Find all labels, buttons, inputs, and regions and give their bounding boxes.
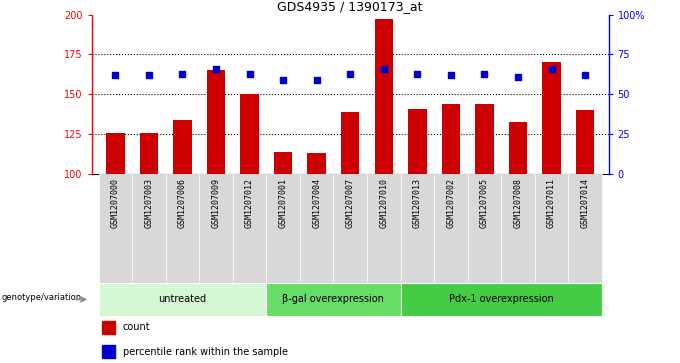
- Text: GSM1207009: GSM1207009: [211, 178, 220, 228]
- Point: [412, 71, 423, 77]
- Bar: [509, 122, 527, 174]
- Bar: [333, 174, 367, 283]
- Bar: [199, 174, 233, 283]
- Point: [143, 72, 154, 78]
- Bar: [568, 174, 602, 283]
- Point: [378, 66, 389, 72]
- Bar: [576, 110, 594, 174]
- Point: [110, 72, 121, 78]
- Bar: [468, 174, 501, 283]
- Text: GSM1207001: GSM1207001: [279, 178, 288, 228]
- Point: [445, 72, 456, 78]
- Bar: [543, 62, 561, 174]
- Bar: [99, 283, 267, 316]
- Text: GSM1207004: GSM1207004: [312, 178, 321, 228]
- Text: genotype/variation: genotype/variation: [2, 293, 82, 302]
- Point: [211, 66, 222, 72]
- Text: GSM1207013: GSM1207013: [413, 178, 422, 228]
- Bar: [434, 174, 468, 283]
- Text: percentile rank within the sample: percentile rank within the sample: [123, 347, 288, 357]
- Bar: [233, 174, 267, 283]
- Point: [479, 71, 490, 77]
- Bar: [475, 104, 494, 174]
- Bar: [99, 174, 132, 283]
- Bar: [367, 174, 401, 283]
- Text: Pdx-1 overexpression: Pdx-1 overexpression: [449, 294, 554, 305]
- Bar: [408, 109, 426, 174]
- Text: β-gal overexpression: β-gal overexpression: [282, 294, 384, 305]
- Text: GSM1207006: GSM1207006: [178, 178, 187, 228]
- Title: GDS4935 / 1390173_at: GDS4935 / 1390173_at: [277, 0, 423, 13]
- Bar: [441, 104, 460, 174]
- Text: count: count: [123, 322, 150, 332]
- Point: [546, 66, 557, 72]
- Bar: [267, 174, 300, 283]
- Bar: [132, 174, 166, 283]
- Text: GSM1207014: GSM1207014: [581, 178, 590, 228]
- Bar: [534, 174, 568, 283]
- Text: GSM1207002: GSM1207002: [446, 178, 456, 228]
- Bar: [375, 19, 393, 174]
- Bar: [274, 152, 292, 174]
- Point: [277, 77, 288, 83]
- Bar: [341, 112, 360, 174]
- Point: [513, 74, 524, 80]
- Bar: [102, 345, 115, 358]
- Bar: [401, 174, 434, 283]
- Bar: [501, 174, 534, 283]
- Text: GSM1207000: GSM1207000: [111, 178, 120, 228]
- Text: untreated: untreated: [158, 294, 207, 305]
- Text: GSM1207012: GSM1207012: [245, 178, 254, 228]
- Bar: [307, 154, 326, 174]
- Text: GSM1207008: GSM1207008: [513, 178, 522, 228]
- Point: [345, 71, 356, 77]
- Text: GSM1207010: GSM1207010: [379, 178, 388, 228]
- Bar: [166, 174, 199, 283]
- Bar: [106, 133, 124, 174]
- Bar: [401, 283, 602, 316]
- Point: [177, 71, 188, 77]
- Bar: [267, 283, 401, 316]
- Bar: [173, 120, 192, 174]
- Bar: [207, 70, 225, 174]
- Text: GSM1207011: GSM1207011: [547, 178, 556, 228]
- Text: GSM1207003: GSM1207003: [144, 178, 154, 228]
- Text: GSM1207007: GSM1207007: [345, 178, 355, 228]
- Text: GSM1207005: GSM1207005: [480, 178, 489, 228]
- Bar: [240, 94, 259, 174]
- Bar: [300, 174, 333, 283]
- Point: [244, 71, 255, 77]
- Bar: [139, 133, 158, 174]
- Point: [579, 72, 590, 78]
- Bar: [102, 321, 115, 334]
- Point: [311, 77, 322, 83]
